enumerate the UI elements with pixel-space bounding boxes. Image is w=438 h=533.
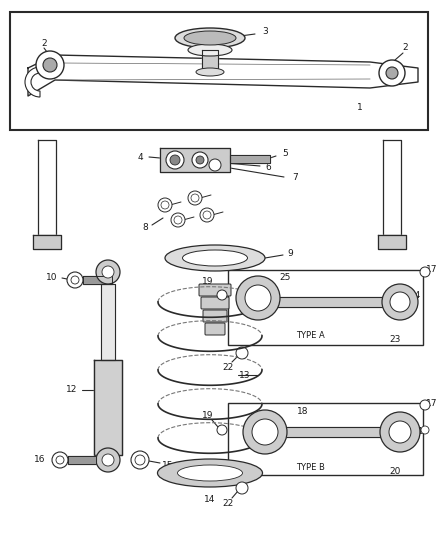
FancyBboxPatch shape (199, 284, 231, 296)
Text: 19: 19 (202, 410, 214, 419)
Text: 21: 21 (412, 427, 424, 437)
Circle shape (43, 58, 57, 72)
Circle shape (245, 285, 271, 311)
Ellipse shape (177, 465, 243, 481)
Circle shape (196, 156, 204, 164)
Circle shape (421, 426, 429, 434)
Circle shape (171, 213, 185, 227)
Polygon shape (378, 235, 406, 249)
Text: 11: 11 (242, 297, 254, 306)
Circle shape (131, 451, 149, 469)
Text: 3: 3 (262, 28, 268, 36)
Text: 20: 20 (389, 467, 401, 477)
Text: 22: 22 (223, 498, 233, 507)
Text: 19: 19 (202, 278, 214, 287)
Circle shape (170, 155, 180, 165)
Text: 10: 10 (46, 273, 58, 282)
Polygon shape (28, 55, 418, 96)
Polygon shape (68, 456, 96, 464)
Text: 4: 4 (137, 152, 143, 161)
Text: 15: 15 (162, 461, 174, 470)
Text: 23: 23 (389, 335, 401, 344)
Text: 5: 5 (282, 149, 288, 158)
Circle shape (166, 151, 184, 169)
Ellipse shape (158, 459, 262, 487)
Polygon shape (383, 140, 401, 235)
Circle shape (252, 419, 278, 445)
Circle shape (102, 266, 114, 278)
Text: 25: 25 (279, 272, 291, 281)
Circle shape (236, 482, 248, 494)
Circle shape (379, 60, 405, 86)
Polygon shape (38, 140, 56, 235)
Circle shape (380, 412, 420, 452)
Circle shape (386, 67, 398, 79)
Text: 22: 22 (223, 362, 233, 372)
Circle shape (102, 454, 114, 466)
Circle shape (217, 290, 227, 300)
Circle shape (158, 198, 172, 212)
Ellipse shape (184, 31, 236, 45)
Circle shape (200, 208, 214, 222)
Circle shape (236, 276, 280, 320)
Text: 8: 8 (142, 223, 148, 232)
Text: 17: 17 (426, 265, 438, 274)
Ellipse shape (175, 28, 245, 48)
Circle shape (188, 191, 202, 205)
Polygon shape (202, 50, 218, 72)
Circle shape (243, 410, 287, 454)
Polygon shape (101, 284, 115, 360)
Text: TYPE B: TYPE B (296, 464, 325, 472)
Ellipse shape (196, 68, 224, 76)
Ellipse shape (183, 250, 247, 266)
Polygon shape (250, 427, 400, 437)
Text: 16: 16 (34, 456, 46, 464)
Text: 17: 17 (426, 399, 438, 408)
Wedge shape (25, 67, 40, 97)
Bar (228, 403, 423, 475)
Circle shape (96, 260, 120, 284)
Circle shape (420, 400, 430, 410)
Text: 24: 24 (410, 290, 420, 300)
Circle shape (236, 347, 248, 359)
Text: 7: 7 (292, 174, 298, 182)
FancyBboxPatch shape (205, 323, 225, 335)
Ellipse shape (188, 44, 232, 56)
Polygon shape (230, 155, 270, 163)
Text: 2: 2 (41, 39, 47, 49)
Circle shape (96, 448, 120, 472)
FancyBboxPatch shape (203, 310, 227, 322)
Text: 14: 14 (204, 496, 215, 505)
Text: 1: 1 (357, 103, 363, 112)
Circle shape (382, 284, 418, 320)
Circle shape (389, 421, 411, 443)
Ellipse shape (165, 245, 265, 271)
Polygon shape (160, 148, 230, 172)
Circle shape (209, 159, 221, 171)
FancyBboxPatch shape (201, 297, 229, 309)
Text: 6: 6 (265, 164, 271, 173)
Circle shape (217, 425, 227, 435)
Bar (10, 12, 428, 130)
Text: 2: 2 (402, 44, 408, 52)
Circle shape (52, 452, 68, 468)
Polygon shape (94, 360, 122, 455)
Bar (228, 270, 423, 345)
Circle shape (420, 267, 430, 277)
Text: 18: 18 (297, 408, 309, 416)
Circle shape (67, 272, 83, 288)
Polygon shape (250, 297, 400, 307)
Text: 9: 9 (287, 248, 293, 257)
Circle shape (192, 152, 208, 168)
Text: 12: 12 (66, 385, 78, 394)
Polygon shape (33, 235, 61, 249)
Text: 13: 13 (239, 370, 251, 379)
Text: TYPE A: TYPE A (296, 332, 325, 341)
Polygon shape (83, 276, 112, 284)
Circle shape (36, 51, 64, 79)
Circle shape (390, 292, 410, 312)
